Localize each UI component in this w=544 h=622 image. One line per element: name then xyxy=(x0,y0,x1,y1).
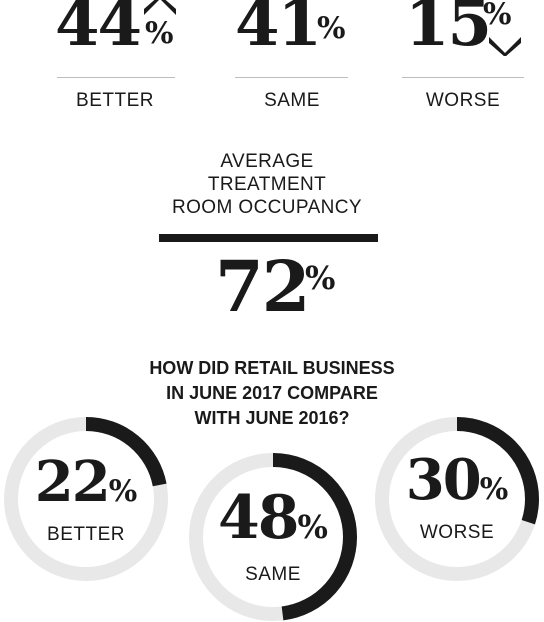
retail-question-line: WITH JUNE 2016? xyxy=(194,408,350,428)
stat-better-value: 44 xyxy=(55,0,142,61)
ring-same-number: 48% xyxy=(188,488,358,548)
ring-arc xyxy=(189,453,357,621)
ring-better-number: 22% xyxy=(3,454,169,510)
ring-worse-label: WORSE xyxy=(419,522,495,543)
ring-gauge xyxy=(189,453,357,621)
ring-worse-number: 30% xyxy=(374,452,540,508)
retail-question-line: HOW DID RETAIL BUSINESS xyxy=(149,358,395,378)
occupancy-title-line: AVERAGE xyxy=(220,151,314,172)
ring-same-label: SAME xyxy=(245,564,301,585)
occupancy-value: 72 xyxy=(215,245,310,328)
occupancy-title-line: TREATMENT xyxy=(207,174,327,195)
retail-question: HOW DID RETAIL BUSINESS IN JUNE 2017 COM… xyxy=(110,356,434,431)
stat-worse-label: WORSE xyxy=(425,90,501,111)
occupancy-title: AVERAGE TREATMENT ROOM OCCUPANCY xyxy=(130,150,404,219)
ring-same-value: 48 xyxy=(218,483,299,553)
up-arrow-icon xyxy=(144,0,176,15)
stat-same-label: SAME xyxy=(264,90,320,111)
divider xyxy=(57,77,175,78)
ring-gauge xyxy=(4,417,168,581)
ring-same: 48% SAME xyxy=(188,452,358,622)
ring-better-unit: % xyxy=(108,474,138,509)
stat-same-unit: % xyxy=(317,11,346,46)
ring-better: 22% BETTER xyxy=(3,416,169,582)
stat-same: 41 % xyxy=(235,0,360,62)
occupancy-unit: % xyxy=(305,259,336,297)
stat-better-label: BETTER xyxy=(76,90,154,111)
ring-same-unit: % xyxy=(297,508,328,546)
stat-same-value: 41 xyxy=(235,0,322,61)
stat-worse: 15 % xyxy=(405,0,535,62)
ring-arc xyxy=(375,417,539,581)
ring-arc xyxy=(4,417,168,581)
ring-gauge xyxy=(375,417,539,581)
stat-better: 44 % xyxy=(55,0,180,62)
ring-better-label: BETTER xyxy=(47,524,125,545)
down-arrow-icon xyxy=(489,37,521,56)
occupancy-stat: 72 % xyxy=(215,252,355,327)
stat-worse-value: 15 xyxy=(405,0,492,61)
stat-worse-unit: % xyxy=(483,0,512,32)
ring-better-value: 22 xyxy=(34,449,111,515)
ring-worse: 30% WORSE xyxy=(374,416,540,582)
ring-worse-value: 30 xyxy=(405,447,482,513)
divider xyxy=(402,77,524,78)
retail-question-line: IN JUNE 2017 COMPARE xyxy=(166,383,378,403)
occupancy-bar xyxy=(159,234,378,242)
stat-better-unit: % xyxy=(145,16,174,51)
ring-worse-unit: % xyxy=(479,472,509,507)
divider xyxy=(235,77,348,78)
occupancy-title-line: ROOM OCCUPANCY xyxy=(172,197,362,218)
